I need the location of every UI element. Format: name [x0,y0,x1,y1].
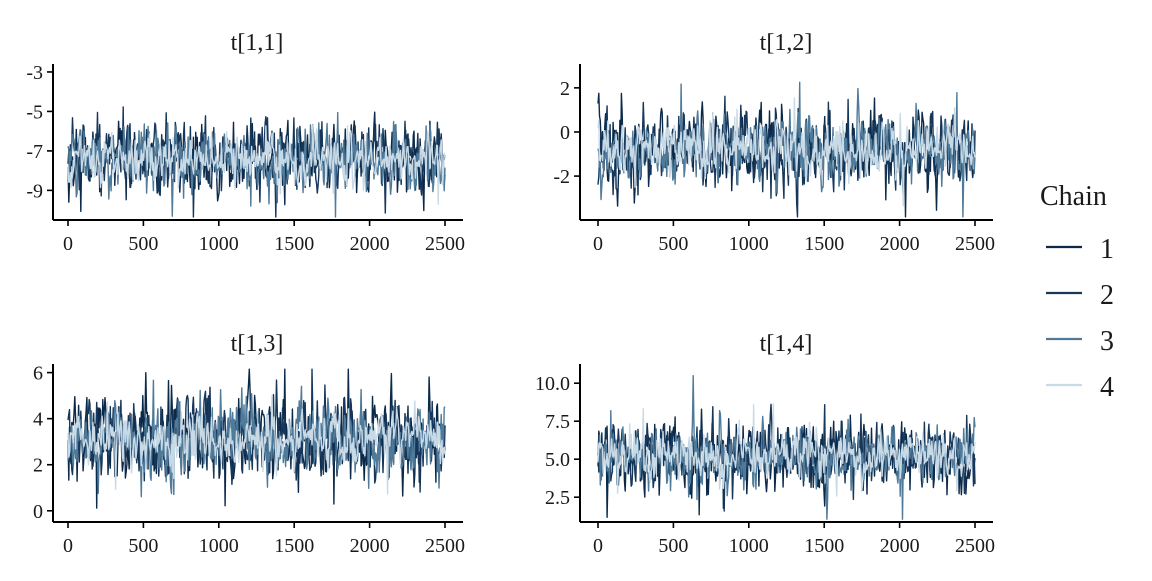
x-tick-label: 500 [128,535,158,557]
panel-title: t[1,2] [760,30,813,56]
legend-label: 3 [1100,326,1114,357]
x-tick-label: 1500 [804,233,844,255]
legend-entry-1: 1 [1046,234,1114,265]
panel-2: t[1,2] 0 500 1000 1500 2000 2500 2 0 -2 [553,30,995,255]
y-tick-label: 4 [33,409,43,431]
y-tick-label: 2.5 [545,487,570,509]
y-tick-label: 2 [33,455,43,477]
y-tick-label: 6 [33,363,43,385]
traces [597,81,976,218]
panel-3: t[1,3] 0 500 1000 1500 2000 2500 6 4 2 0 [33,331,465,557]
x-tick-label: 2000 [880,535,920,557]
x-tick-label: 1500 [274,233,314,255]
panel-title: t[1,3] [231,331,284,357]
traces [597,375,976,520]
y-tick-label: -3 [26,62,43,84]
x-tick-label: 1000 [199,233,239,255]
y-tick-label: 2 [560,78,570,100]
x-tick-label: 1000 [729,535,769,557]
x-tick-label: 2000 [350,233,390,255]
legend-entry-4: 4 [1046,372,1114,403]
y-tick-label: 10.0 [535,373,570,395]
legend-label: 1 [1100,234,1114,265]
y-tick-label: -7 [26,141,43,163]
trace-chain-4 [597,97,976,207]
legend-entries: 1 2 3 4 [1046,234,1114,403]
traces [67,368,446,509]
y-tick-label: 0 [560,122,570,144]
trace-chain-4 [67,394,446,495]
x-tick-label: 2500 [425,233,465,255]
y-tick-label: -9 [26,180,43,202]
x-tick-label: 0 [593,535,603,557]
trace-chain-4 [67,124,446,206]
x-tick-label: 500 [658,233,688,255]
x-tick-label: 2500 [955,233,995,255]
x-tick-label: 0 [63,535,73,557]
y-tick-label: -2 [553,166,570,188]
y-tick-label: 7.5 [545,411,570,433]
legend-label: 2 [1100,280,1114,311]
legend-title: Chain [1040,181,1107,212]
trace-chain-4 [597,403,976,497]
x-tick-label: 0 [593,233,603,255]
x-tick-label: 1500 [804,535,844,557]
y-tick-label: 0 [33,501,43,523]
legend-entry-3: 3 [1046,326,1114,357]
legend-label: 4 [1100,372,1114,403]
legend-entry-2: 2 [1046,280,1114,311]
x-tick-label: 500 [128,233,158,255]
panel-1: t[1,1] 0 500 1000 1500 2000 2500 -3 -5 -7 -9 [26,30,465,255]
panel-title: t[1,1] [231,30,284,56]
x-tick-label: 2000 [350,535,390,557]
x-tick-label: 2000 [880,233,920,255]
panel-4: t[1,4] 0 500 1000 1500 2000 2500 10.0 7.5 5.0 2.5 [535,331,995,557]
x-tick-label: 0 [63,233,73,255]
panels: t[1,1]0 500 1000 1500 2000 2500-3-5-7-9t[1,2]… [26,30,995,557]
x-tick-label: 2500 [955,535,995,557]
panel-title: t[1,4] [760,331,813,357]
x-tick-label: 1000 [199,535,239,557]
x-tick-label: 1000 [729,233,769,255]
x-tick-label: 1500 [274,535,314,557]
y-tick-label: -5 [26,101,43,123]
chain-legend: Chain 1 2 3 4 [1040,181,1114,403]
y-tick-label: 5.0 [545,449,570,471]
x-tick-label: 2500 [425,535,465,557]
x-tick-label: 500 [658,535,688,557]
traces [67,106,446,218]
